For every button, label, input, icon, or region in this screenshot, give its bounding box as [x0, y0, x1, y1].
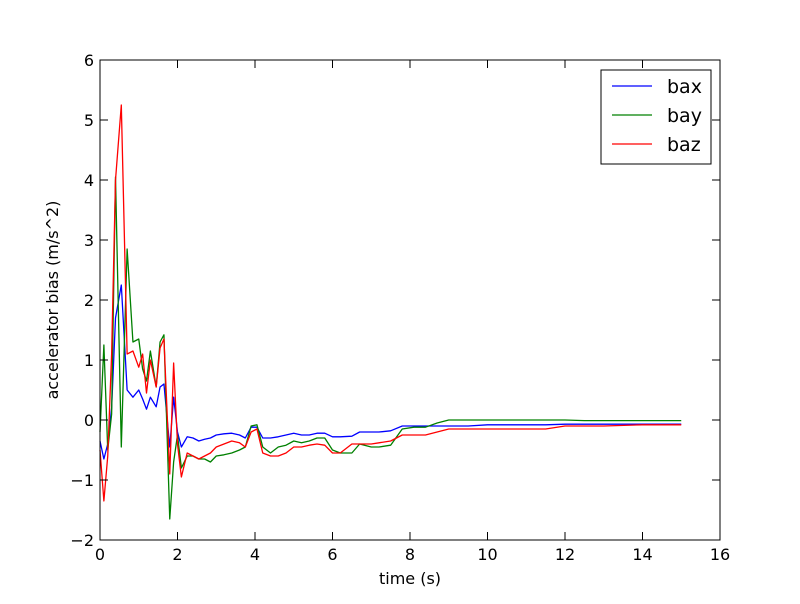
x-tick-label: 6 [327, 545, 337, 564]
y-tick-label: 3 [84, 231, 94, 250]
x-tick-label: 0 [95, 545, 105, 564]
legend-label-baz: baz [667, 134, 701, 156]
x-tick-label: 10 [477, 545, 497, 564]
legend-label-bay: bay [667, 105, 702, 127]
y-tick-label: 2 [84, 291, 94, 310]
x-tick-label: 16 [710, 545, 730, 564]
series-line-baz [99, 104, 682, 502]
y-tick-label: 5 [84, 111, 94, 130]
x-tick-label: 12 [555, 545, 575, 564]
y-tick-label: 0 [84, 411, 94, 430]
y-tick-label: 6 [84, 51, 94, 70]
legend: bax bay baz [600, 69, 712, 165]
x-tick-label: 4 [250, 545, 260, 564]
series-layer [99, 104, 682, 520]
y-tick-label: 1 [84, 351, 94, 370]
x-axis-label: time (s) [379, 569, 441, 588]
y-tick-label: −2 [70, 531, 94, 550]
y-tick-label: −1 [70, 471, 94, 490]
y-axis-label: accelerator bias (m/s^2) [43, 201, 62, 400]
x-tick-label: 14 [632, 545, 652, 564]
y-tick-label: 4 [84, 171, 94, 190]
x-tick-label: 8 [405, 545, 415, 564]
x-tick-label: 2 [172, 545, 182, 564]
series-line-bay [99, 176, 682, 520]
legend-label-bax: bax [667, 76, 702, 98]
